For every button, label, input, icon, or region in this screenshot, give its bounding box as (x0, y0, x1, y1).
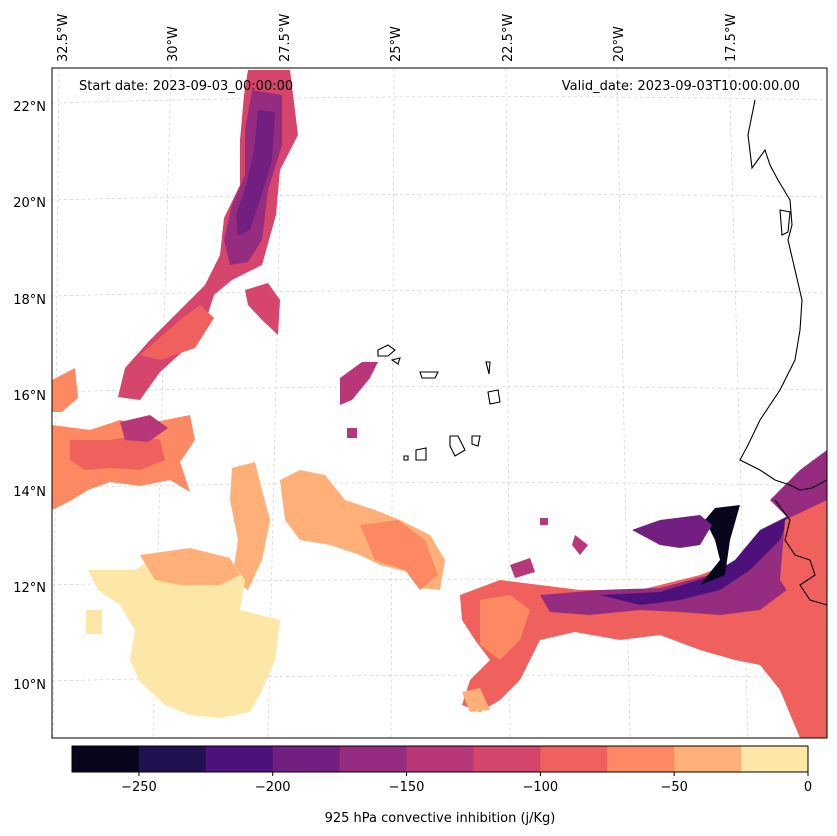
cin-speck-2 (86, 610, 102, 634)
cin-southwest-light (140, 548, 240, 585)
colorbar-segment (741, 746, 809, 772)
cin-east-coast-orange (780, 500, 827, 620)
island-10 (779, 209, 791, 236)
lat-tick-label: 10°N (13, 678, 46, 693)
coastlines (377, 99, 828, 606)
island-7 (471, 435, 481, 447)
lat-tick-label: 20°N (13, 196, 46, 211)
map-frame (51, 67, 828, 739)
lat-tick-label: 14°N (13, 485, 46, 500)
island-2 (390, 357, 401, 365)
cin-patch-25w (340, 362, 378, 405)
lon-tick-label: 27.5°W (278, 14, 293, 62)
cin-patch-nw-orange (140, 305, 214, 360)
cin-southeast-orange (480, 595, 530, 660)
colorbar: −250 −200 −150 −100 −50 0 (71, 745, 812, 795)
lat-tick-label: 12°N (13, 581, 46, 596)
lon-tick-label: 30°W (166, 26, 181, 62)
colorbar-tick-label: −150 (389, 780, 425, 795)
colorbar-segment (607, 746, 675, 772)
lon-ticks: 32.5°W 30°W 27.5°W 25°W 22.5°W 20°W 17.5… (56, 14, 739, 62)
island-1 (377, 344, 396, 357)
lon-tick-label: 32.5°W (56, 14, 71, 62)
cin-central-orange (360, 520, 438, 590)
colorbar-segment (72, 746, 140, 772)
lat-tick-label: 18°N (13, 293, 46, 308)
cin-patch-18n (245, 283, 280, 335)
island-4 (485, 361, 491, 375)
island-6 (449, 435, 466, 457)
colorbar-tick-label: −100 (523, 780, 559, 795)
africa-coastline (739, 99, 828, 491)
cin-southeast-purple (540, 510, 827, 615)
cin-southeast-dark (600, 515, 790, 605)
colorbar-title: 925 hPa convective inhibition (j/Kg) (325, 811, 556, 826)
cin-southwest-pale (88, 550, 280, 718)
colorbar-tick-label: 0 (804, 780, 812, 795)
colorbar-segment (339, 746, 408, 772)
cin-south-light (462, 688, 490, 712)
cin-purple-pieces (510, 518, 588, 578)
start-date-label: Start date: 2023-09-03_00:00:00 (79, 79, 293, 94)
lat-tick-label: 16°N (13, 389, 46, 404)
colorbar-segment (205, 746, 274, 772)
valid-date-label: Valid_date: 2023-09-03T10:00:00.00 (562, 79, 800, 94)
cin-band-northwest-inner (236, 110, 275, 236)
lat-tick-label: 22°N (13, 100, 46, 115)
colorbar-segment (406, 746, 474, 772)
colorbar-segment (674, 746, 742, 772)
cin-southeast-arm (632, 515, 712, 548)
lon-tick-label: 22.5°W (501, 14, 516, 62)
cin-central-light (230, 462, 270, 590)
lat-ticks: 22°N 20°N 18°N 16°N 14°N 12°N 10°N (13, 100, 46, 693)
cin-west-orange (52, 368, 78, 412)
island-8 (415, 447, 427, 461)
colorbar-tick-label: −250 (121, 780, 157, 795)
cin-fields (52, 70, 827, 738)
island-5 (487, 389, 501, 405)
coastline-south (774, 499, 828, 606)
cin-speck-1 (347, 428, 357, 438)
colorbar-frame (71, 745, 809, 773)
colorbar-segment (473, 746, 541, 772)
colorbar-segment (272, 746, 341, 772)
colorbar-tick-label: −200 (255, 780, 291, 795)
colorbar-tick-label: −50 (660, 780, 687, 795)
colorbar-segment (540, 746, 608, 772)
lon-tick-label: 17.5°W (724, 14, 739, 62)
lon-tick-label: 25°W (389, 26, 404, 62)
island-3 (419, 371, 439, 379)
lon-tick-label: 20°W (612, 26, 627, 62)
colorbar-segment (138, 746, 207, 772)
island-9 (403, 455, 409, 461)
cin-west-purple (120, 415, 168, 442)
cin-west-core (70, 435, 165, 470)
